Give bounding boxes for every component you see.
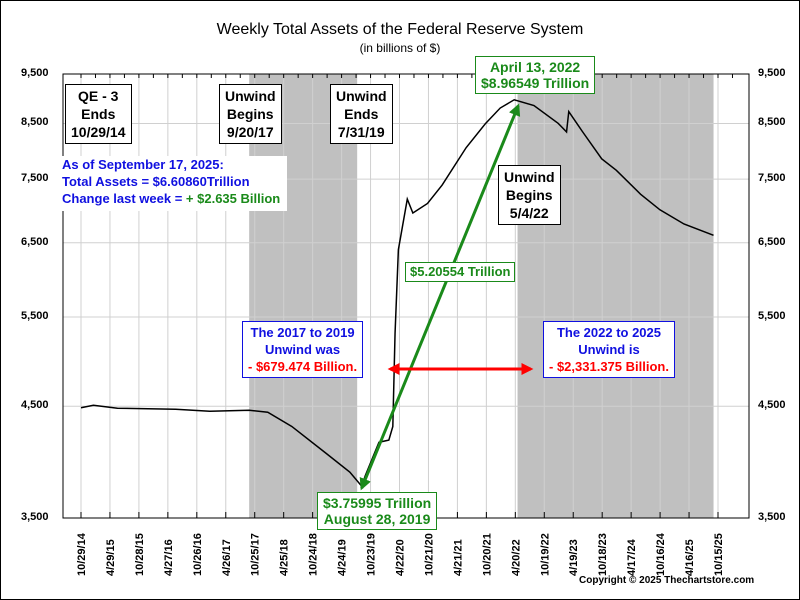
y-tick-label-left: 6,500 (21, 235, 49, 248)
x-tick-label: 4/29/15 (105, 539, 117, 576)
trough-value: $3.75995 Trillion (323, 495, 432, 511)
y-tick-label-right: 9,500 (758, 67, 786, 79)
y-tick-label-left: 3,500 (21, 511, 49, 523)
x-tick-label: 10/28/15 (134, 533, 146, 576)
status-box: As of September 17, 2025: Total Assets =… (61, 156, 287, 211)
y-tick-label-left: 9,500 (21, 67, 49, 79)
change-value: + $2.635 Billion (185, 191, 281, 206)
y-tick-label-left: 4,500 (21, 399, 49, 412)
as-of-date: As of September 17, 2025: (62, 157, 224, 172)
x-tick-label: 4/16/25 (684, 539, 696, 576)
y-tick-label-right: 7,500 (758, 172, 786, 185)
y-tick-label-right: 8,500 (758, 116, 786, 129)
y-tick-label-left: 5,500 (21, 310, 49, 323)
peak-box: April 13, 2022 $8.96549 Trillion (475, 56, 596, 94)
x-tick-label: 10/25/17 (250, 533, 262, 576)
x-tick-label: 4/24/19 (337, 539, 349, 576)
ue19-line3: 7/31/19 (337, 124, 385, 140)
unwind-begins-2017-box: Unwind Begins 9/20/17 (219, 84, 282, 144)
u17-line2: Unwind was (264, 342, 341, 357)
ub22-line1: Unwind (504, 169, 555, 185)
ue19-line1: Unwind (336, 88, 387, 104)
qe3-box: QE - 3 Ends 10/29/14 (65, 84, 132, 144)
x-tick-label: 10/18/23 (597, 533, 609, 576)
x-tick-label: 10/23/19 (366, 533, 378, 576)
x-tick-label: 10/29/14 (76, 532, 88, 576)
rise-box: $5.20554 Trillion (405, 262, 516, 282)
trough-box: $3.75995 Trillion August 28, 2019 (317, 492, 438, 530)
y-tick-label-right: 4,500 (758, 399, 786, 412)
unwind-begins-2022-box: Unwind Begins 5/4/22 (498, 165, 561, 225)
ub17-line2: Begins (226, 106, 274, 122)
u17-line3: - $679.474 Billion. (248, 359, 358, 374)
qe3-line3: 10/29/14 (71, 124, 126, 140)
y-tick-label-right: 5,500 (758, 310, 786, 323)
trough-date: August 28, 2019 (323, 511, 431, 527)
x-tick-label: 4/25/18 (279, 539, 291, 576)
rise-arrow (359, 103, 521, 491)
x-tick-label: 10/16/24 (655, 532, 667, 576)
x-tick-label: 10/21/20 (423, 533, 435, 576)
chart-subtitle: (in billions of $) (359, 41, 441, 55)
unwind-2022-box: The 2022 to 2025 Unwind is - $2,331.375 … (543, 321, 675, 378)
x-tick-label: 4/27/16 (163, 539, 175, 576)
shaded-period-1 (517, 74, 714, 518)
x-tick-label: 10/15/25 (713, 533, 725, 576)
ub22-line2: Begins (505, 187, 553, 203)
x-tick-label: 4/21/21 (452, 539, 464, 576)
change-label: Change last week = (62, 191, 186, 206)
x-tick-label: 4/19/23 (568, 539, 580, 576)
u17-line1: The 2017 to 2019 (250, 325, 355, 340)
x-tick-label: 4/26/17 (221, 539, 233, 576)
total-assets: Total Assets = $6.60860Trillion (62, 174, 250, 189)
y-tick-label-left: 8,500 (21, 116, 49, 129)
x-tick-label: 4/20/22 (510, 539, 522, 576)
x-tick-label: 4/17/24 (626, 538, 638, 576)
unwind-2017-box: The 2017 to 2019 Unwind was - $679.474 B… (242, 321, 364, 378)
unwind-ends-2019-box: Unwind Ends 7/31/19 (330, 84, 393, 144)
y-tick-label-right: 6,500 (758, 235, 786, 248)
y-tick-label-left: 7,500 (21, 172, 49, 185)
u22-line2: Unwind is (578, 342, 640, 357)
peak-date: April 13, 2022 (489, 59, 581, 75)
qe3-line2: Ends (81, 106, 116, 122)
peak-value: $8.96549 Trillion (481, 75, 590, 91)
qe3-line1: QE - 3 (78, 88, 119, 104)
u22-line3: - $2,331.375 Billion. (549, 359, 669, 374)
chart-title: Weekly Total Assets of the Federal Reser… (216, 21, 584, 38)
x-tick-label: 10/26/16 (192, 533, 204, 576)
x-tick-label: 10/20/21 (481, 533, 493, 576)
ub17-line1: Unwind (225, 88, 276, 104)
x-tick-label: 10/24/18 (308, 533, 320, 576)
x-tick-label: 4/22/20 (395, 539, 407, 576)
x-tick-label: 10/19/22 (539, 533, 551, 576)
copyright: Copyright © 2025 Thechartstore.com (579, 575, 755, 586)
ub17-line3: 9/20/17 (226, 124, 274, 140)
shaded-period-0 (249, 74, 358, 518)
u22-line1: The 2022 to 2025 (556, 325, 661, 340)
ue19-line2: Ends (344, 106, 379, 122)
y-tick-label-right: 3,500 (758, 511, 786, 523)
ub22-line3: 5/4/22 (509, 205, 549, 221)
